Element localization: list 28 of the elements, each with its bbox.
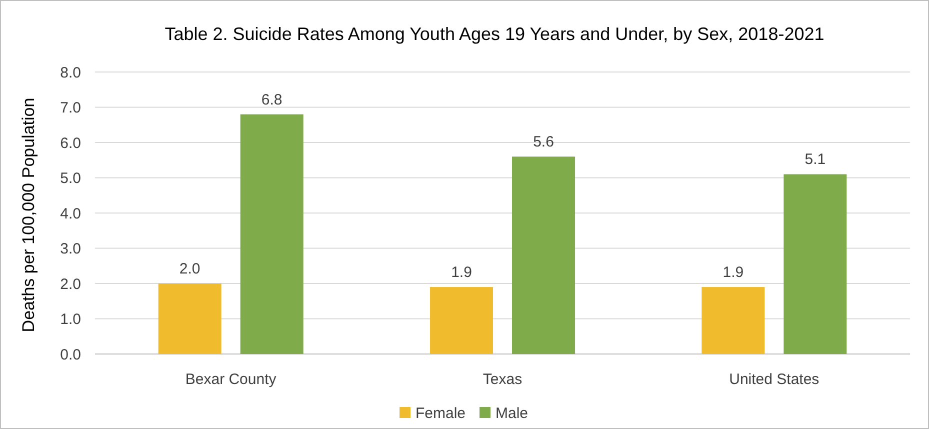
y-tick-label: 3.0 [60, 240, 81, 258]
y-tick-label: 5.0 [60, 170, 81, 187]
y-tick-label: 1.0 [60, 311, 81, 328]
bar [240, 114, 304, 354]
x-tick-label: United States [729, 371, 820, 388]
y-tick-label: 0.0 [60, 346, 81, 364]
x-tick-label: Bexar County [185, 371, 277, 388]
y-tick-label: 6.0 [60, 134, 81, 152]
chart-title: Table 2. Suicide Rates Among Youth Ages 19 Years and Under, by Sex, 2018-2021 [164, 24, 824, 44]
data-label: 5.6 [533, 134, 554, 151]
y-axis-title: Deaths per 100,000 Population [19, 98, 38, 332]
bar [512, 156, 575, 354]
data-label: 1.9 [451, 264, 472, 282]
y-tick-label: 4.0 [60, 205, 81, 222]
bar [784, 174, 847, 354]
legend-label: Female [416, 405, 466, 422]
bar [430, 287, 493, 354]
data-label: 5.1 [804, 151, 826, 168]
x-tick-label: Texas [482, 371, 522, 388]
data-label: 6.8 [261, 91, 282, 108]
y-tick-label: 2.0 [60, 276, 81, 293]
y-tick-label: 7.0 [60, 100, 81, 116]
bar [702, 287, 765, 354]
legend-label: Male [496, 405, 528, 422]
data-label: 1.9 [722, 264, 744, 282]
data-label: 2.0 [179, 260, 200, 278]
y-tick-label: 8.0 [60, 64, 81, 82]
bar [158, 284, 222, 354]
